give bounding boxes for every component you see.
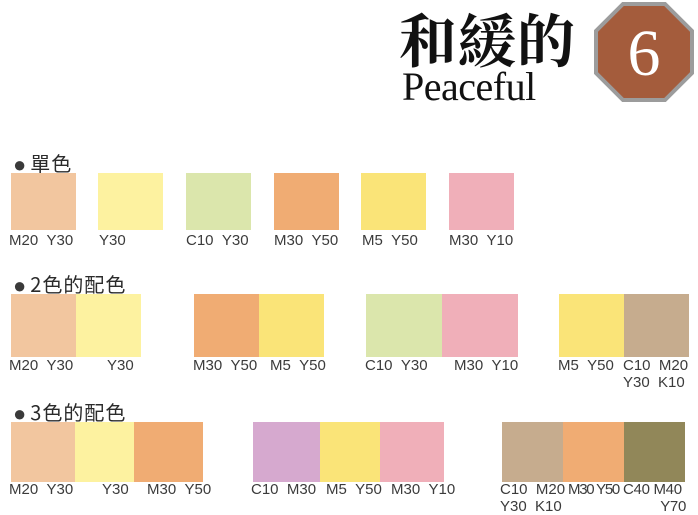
svg-text:6: 6 <box>628 17 661 90</box>
